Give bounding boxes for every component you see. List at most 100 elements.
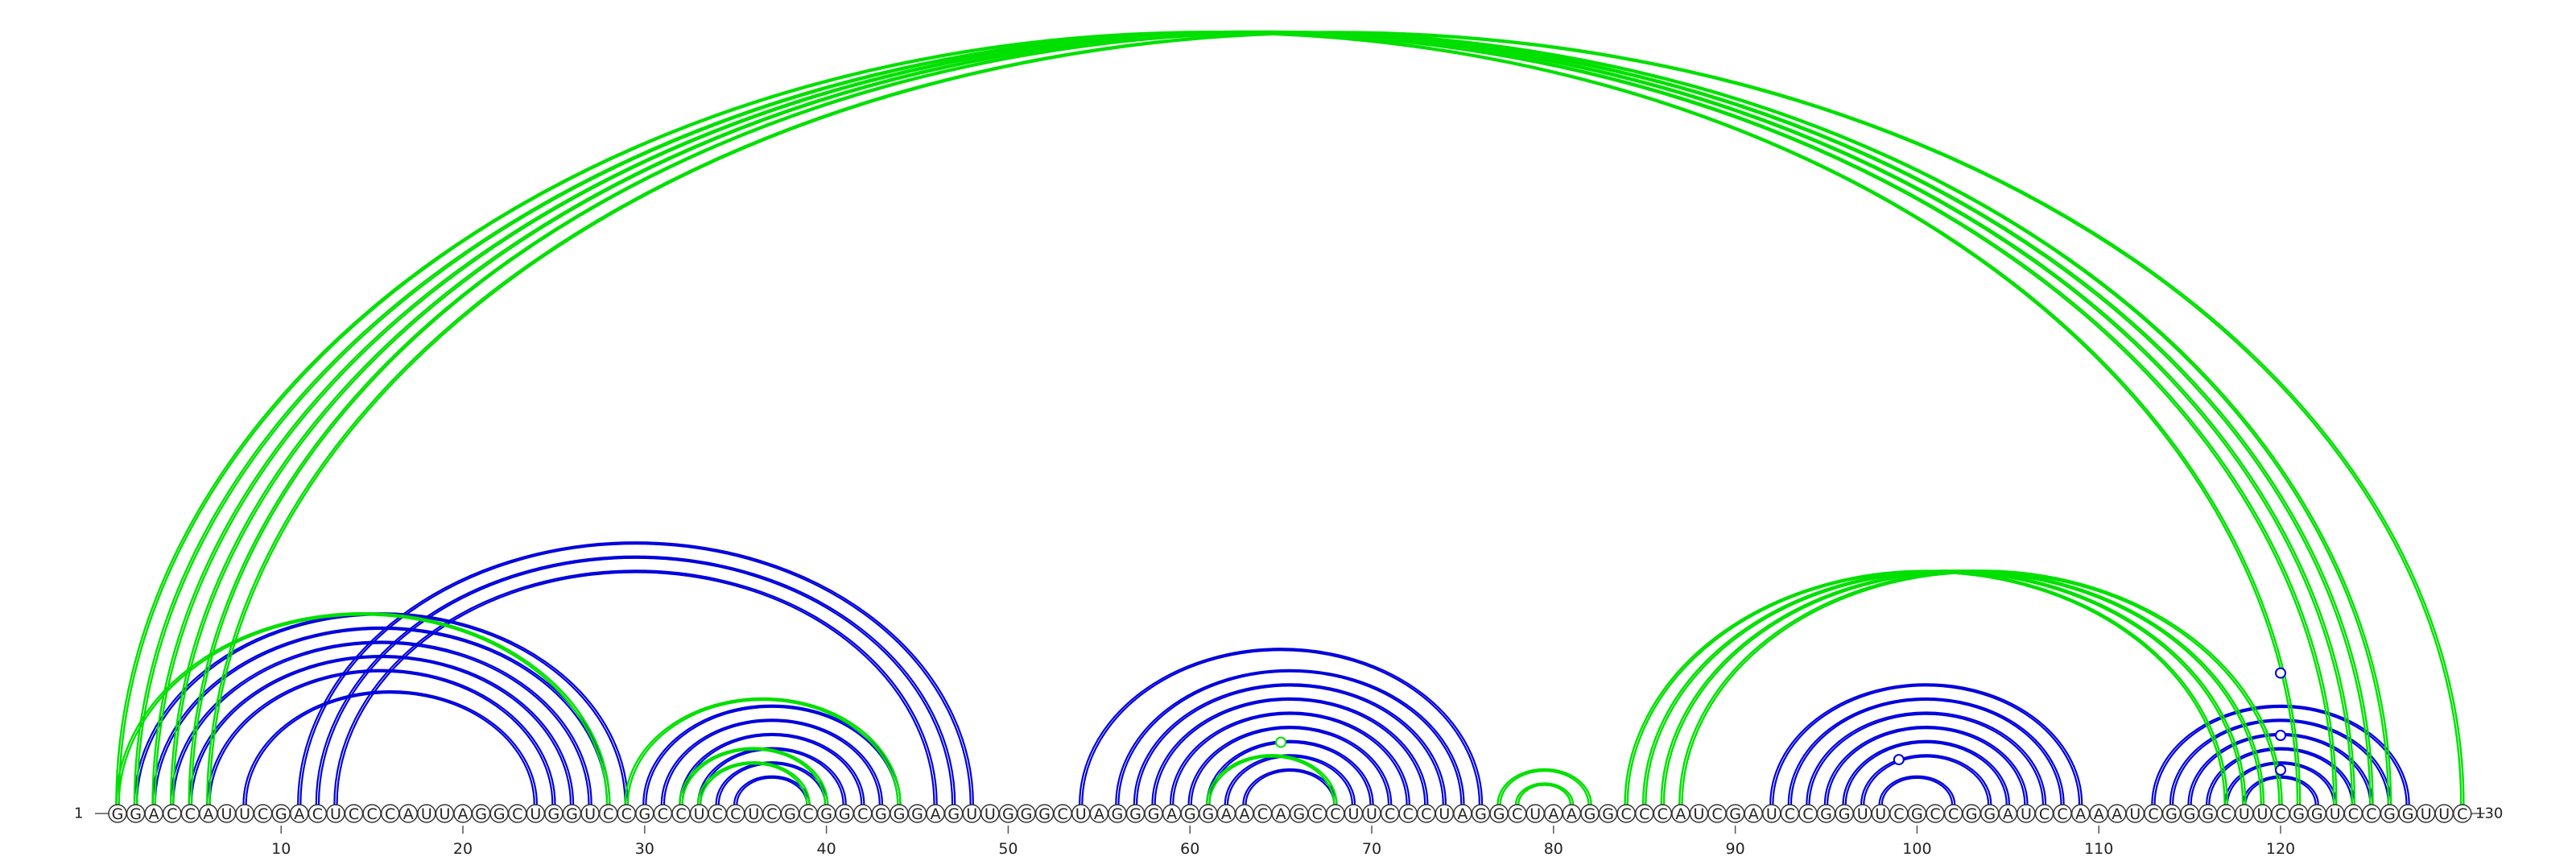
base-pair-arc — [188, 30, 2392, 805]
base-pair-arc — [336, 571, 935, 805]
nucleotide-letter: A — [1548, 805, 1558, 823]
base-pair-arc — [736, 776, 808, 805]
nucleotide: U — [744, 804, 764, 823]
nucleotide-letter: U — [1530, 805, 1541, 823]
nucleotide: C — [180, 804, 200, 823]
nucleotide-letter: A — [1675, 805, 1686, 823]
nucleotide-letter: G — [548, 805, 560, 823]
nucleotide: C — [1653, 804, 1673, 823]
nucleotide: G — [471, 804, 491, 823]
nucleotide: G — [835, 804, 854, 823]
nucleotide: G — [1180, 804, 1199, 823]
nucleotide-letter: G — [130, 805, 142, 823]
nucleotide: A — [1998, 804, 2018, 823]
nucleotide-letter: G — [566, 805, 578, 823]
base-pair-arc — [1844, 741, 2008, 805]
pair-marker — [1275, 736, 1287, 748]
nucleotide: C — [1634, 804, 1654, 823]
nucleotide-letter: C — [2148, 805, 2158, 823]
base-pair-arc — [245, 692, 535, 805]
base-pair-arc — [624, 697, 902, 805]
nucleotide: A — [1216, 804, 1236, 823]
nucleotide-letter: C — [658, 805, 668, 823]
nucleotide-letter: U — [1439, 805, 1450, 823]
nucleotide-letter: A — [203, 805, 213, 823]
nucleotide-letter: C — [730, 805, 741, 823]
base-pair-arc — [1115, 669, 1465, 805]
nucleotide: G — [126, 804, 146, 823]
nucleotide-letter: G — [1021, 805, 1033, 823]
pair-marker — [2275, 764, 2287, 776]
nucleotide-letter: G — [2402, 805, 2414, 823]
nucleotide-letter: A — [1221, 805, 1232, 823]
nucleotide: G — [890, 804, 909, 823]
nucleotide-letter: A — [2112, 805, 2122, 823]
base-pair-arc — [2208, 748, 2353, 805]
base-pair-arc — [626, 698, 899, 805]
base-pair-arc — [1499, 769, 1590, 805]
base-pair-arc — [681, 748, 827, 805]
nucleotide: G — [943, 804, 964, 823]
pair-marker — [2275, 667, 2287, 679]
nucleotide: U — [1525, 804, 1545, 823]
nucleotide: C — [2343, 804, 2363, 823]
nucleotide: G — [998, 804, 1018, 823]
base-pair-arc — [2206, 747, 2356, 805]
nucleotide: U — [1689, 804, 1709, 823]
nucleotide-letter: C — [258, 805, 268, 823]
nucleotide-letter: A — [1166, 805, 1177, 823]
base-pair-arc — [172, 642, 590, 805]
nucleotide: A — [290, 804, 309, 823]
nucleotide-letter: U — [1075, 805, 1087, 823]
nucleotide: G — [871, 804, 891, 823]
base-pair-arc — [2226, 763, 2335, 805]
nucleotide: A — [453, 804, 473, 823]
nucleotide-letter: A — [458, 805, 469, 823]
nucleotide: U — [980, 804, 1000, 823]
position-ticks: 10 20 30 40 50 60 70 80 90 100 110 120 — [271, 826, 2295, 857]
nucleotide: G — [1108, 804, 1127, 823]
nucleotide: C — [1507, 804, 1527, 823]
nucleotide-letter: G — [2165, 805, 2178, 823]
base-pair-arc — [206, 669, 556, 805]
nucleotide: C — [2362, 804, 2381, 823]
nucleotide-letter: U — [694, 805, 705, 823]
nucleotide: U — [962, 804, 982, 823]
tick-label: 30 — [635, 840, 654, 857]
nucleotide-letter: U — [1366, 805, 1377, 823]
base-pair-arc — [699, 763, 808, 805]
base-pair-arc — [1081, 649, 1480, 805]
base-pair-arc — [1133, 683, 1447, 805]
tick-label: 50 — [998, 840, 1018, 857]
nucleotide: C — [508, 804, 527, 823]
base-pair-arc — [1678, 569, 2283, 805]
nucleotide-letter: A — [1094, 805, 1104, 823]
nucleotide-letter: C — [1785, 805, 1795, 823]
nucleotide-letter: U — [2021, 805, 2032, 823]
nucleotide-letter: G — [2293, 805, 2305, 823]
base-pair-arc — [1860, 754, 1992, 805]
nucleotide: A — [1671, 804, 1690, 823]
base-pair-arc — [679, 732, 865, 805]
nucleotide: A — [1162, 804, 1182, 823]
nucleotide-letter: C — [2221, 805, 2231, 823]
nucleotide-letter: G — [839, 805, 851, 823]
nucleotide-letter: U — [421, 805, 432, 823]
nucleotide: C — [762, 804, 782, 823]
nucleotide: C — [725, 804, 745, 823]
base-pair-arc — [2151, 704, 2410, 805]
nucleotide-letter: G — [1602, 805, 1614, 823]
base-pair-arc — [1787, 697, 2065, 805]
nucleotide: U — [580, 804, 600, 823]
tick-label: 100 — [1902, 840, 1931, 857]
nucleotide: U — [2416, 804, 2436, 823]
nucleotide-letter: C — [1257, 805, 1268, 823]
base-pair-arc — [2172, 720, 2389, 805]
nucleotide-letter: U — [2438, 805, 2450, 823]
nucleotide-letter: G — [1112, 805, 1124, 823]
nucleotide-letter: C — [185, 805, 196, 823]
base-pair-arc — [1514, 782, 1575, 805]
nucleotide-letter: G — [1002, 805, 1014, 823]
base-pair-arc — [733, 775, 811, 805]
sequence-end-label: 130 — [2475, 805, 2503, 822]
